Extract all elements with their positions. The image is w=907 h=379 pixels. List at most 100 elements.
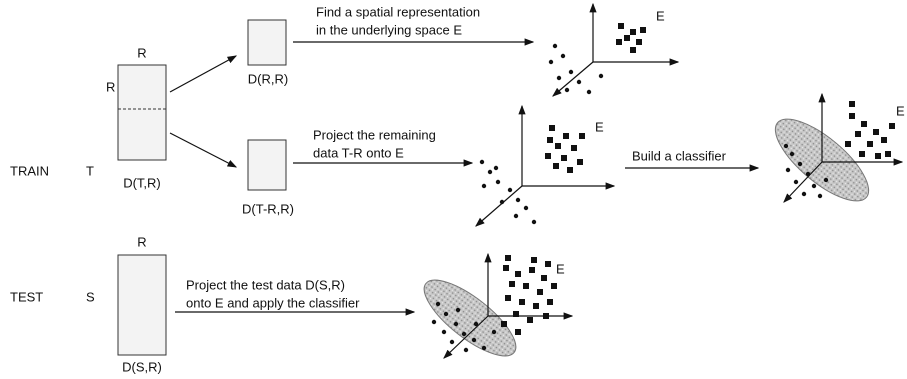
class-a-point [547,299,553,305]
space-label: E [896,103,905,118]
rows-label: S [86,289,95,304]
class-b-point [561,54,565,58]
class-b-point [599,74,603,78]
class-b-point [432,320,436,324]
space-label: E [556,261,565,276]
row-label: TRAIN [10,163,49,178]
class-b-point [482,184,486,188]
class-a-point [509,281,515,287]
class-b-point [442,330,446,334]
arrow-text: Build a classifier [632,148,727,163]
class-a-point [640,27,646,33]
matrix-caption: D(T-R,R) [242,201,294,216]
arrow-text: onto E and apply the classifier [186,295,360,310]
class-a-point [561,155,567,161]
class-b-point [524,206,528,210]
class-a-point [630,29,636,35]
class-b-point [812,184,816,188]
diagram: TRAIN T R R D(T,R) D(R,R) Find a spatial… [0,0,907,379]
class-b-point [549,60,553,64]
class-a-point [527,317,533,323]
arrow-text: data T-R onto E [313,145,404,160]
axis [476,186,522,226]
arrow [170,56,236,92]
class-b-point [456,308,460,312]
class-a-point [505,255,511,261]
class-a-point [531,257,537,263]
arrow-text: in the underlying space E [316,22,462,37]
class-b-point [784,144,788,148]
class-a-point [563,133,569,139]
class-a-point [541,275,547,281]
class-b-point [790,152,794,156]
class-a-point [624,35,630,41]
class-b-point [557,76,561,80]
class-b-point [587,90,591,94]
class-a-point [523,283,529,289]
class-a-point [571,145,577,151]
cols-label: R [137,45,146,60]
page: TRAIN T R R D(T,R) D(R,R) Find a spatial… [0,0,907,379]
class-b-point [569,70,573,74]
class-a-point [503,265,509,271]
class-b-point [798,162,802,166]
class-a-point [545,261,551,267]
class-a-point [515,329,521,335]
arrow-text: Find a spatial representation [316,4,480,19]
class-a-point [873,129,879,135]
space-label: E [595,119,604,134]
class-a-point [861,121,867,127]
matrix [248,140,286,190]
class-b-point [824,178,828,182]
arrow-text: Project the remaining [313,127,436,142]
class-a-point [849,101,855,107]
class-a-point [577,159,583,165]
class-b-point [806,172,810,176]
class-a-point [537,289,543,295]
class-b-point [818,194,822,198]
class-a-point [845,141,851,147]
class-b-point [444,312,448,316]
class-b-point [496,180,500,184]
class-a-point [636,39,642,45]
class-a-point [579,133,585,139]
class-b-point [565,88,569,92]
class-a-point [881,137,887,143]
class-b-point [802,192,806,196]
matrix [248,20,286,65]
class-b-point [474,322,478,326]
class-b-point [516,198,520,202]
class-a-point [567,167,573,173]
class-b-point [532,220,536,224]
matrix [118,65,166,160]
arrow [170,133,236,167]
class-a-point [867,141,873,147]
class-b-point [794,180,798,184]
class-a-point [513,311,519,317]
class-a-point [501,321,507,327]
class-b-point [508,188,512,192]
class-b-point [436,302,440,306]
class-a-point [545,153,551,159]
class-b-point [488,170,492,174]
class-b-point [464,348,468,352]
class-b-point [480,160,484,164]
matrix-caption: D(S,R) [122,359,162,374]
class-a-point [515,271,521,277]
split-label: R [106,79,115,94]
class-b-point [514,214,518,218]
space-label: E [656,8,665,23]
class-b-point [553,44,557,48]
class-a-point [529,267,535,273]
arrow-text: Project the test data D(S,R) [186,277,345,292]
class-a-point [630,47,636,53]
class-b-point [482,346,486,350]
class-a-point [549,125,555,131]
class-a-point [849,113,855,119]
class-a-point [889,123,895,129]
class-a-point [855,131,861,137]
class-b-point [472,338,476,342]
class-a-point [859,151,865,157]
matrix-caption: D(R,R) [248,71,288,86]
class-a-point [616,39,622,45]
